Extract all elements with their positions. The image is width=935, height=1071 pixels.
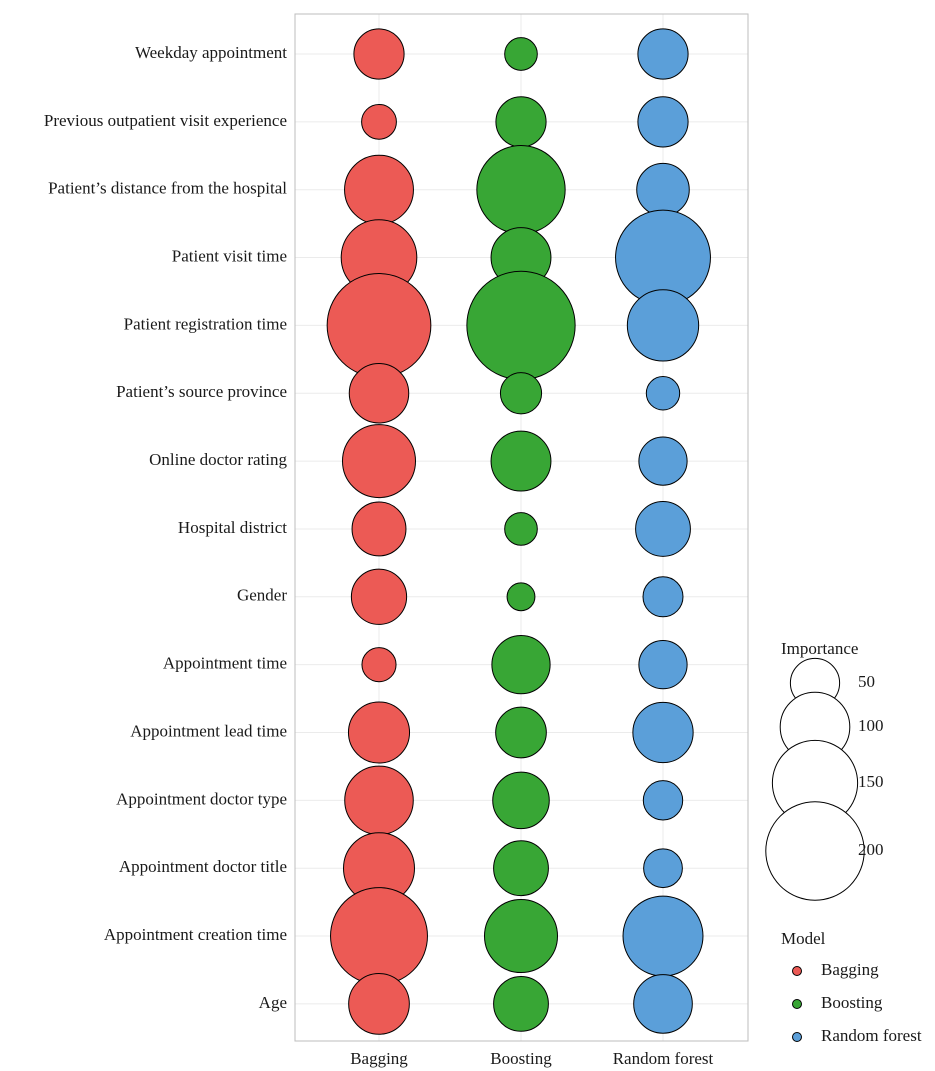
color-legend-title: Model — [781, 929, 826, 948]
size-legend-label-150: 150 — [858, 772, 884, 791]
bubble-random-forest-appointment-time — [638, 640, 688, 690]
bubble-bagging-appointment-time — [361, 647, 397, 683]
x-label-bagging: Bagging — [350, 1049, 408, 1068]
bubble-bagging-patient-registration-time — [326, 273, 432, 378]
bubble-random-forest-patient-s-source-province — [645, 376, 681, 411]
bubble-boosting-previous-outpatient-visit-experience — [495, 96, 547, 148]
bubble-random-forest-previous-outpatient-visit-experience — [637, 96, 689, 148]
legend: Importance 50 100 150 200 Model Bagging Boos… — [765, 639, 922, 1045]
color-legend-key-boosting — [792, 999, 802, 1009]
bubble-bagging-age — [348, 973, 410, 1035]
bubble-random-forest-hospital-district — [635, 501, 691, 557]
bubble-random-forest-patient-s-distance-from-the-hospital — [636, 162, 690, 217]
bubble-bagging-hospital-district — [351, 501, 407, 557]
bubble-random-forest-appointment-doctor-title — [643, 848, 683, 889]
bubble-boosting-appointment-lead-time — [495, 706, 547, 759]
bubble-bagging-gender — [350, 568, 408, 625]
color-legend-label-bagging: Bagging — [821, 960, 879, 979]
bubble-bagging-patient-s-distance-from-the-hospital — [344, 154, 414, 225]
y-label-appointment-creation-time: Appointment creation time — [104, 925, 287, 944]
color-legend-key-random-forest — [792, 1032, 802, 1042]
size-legend-title: Importance — [781, 639, 858, 658]
bubble-bagging-weekday-appointment — [353, 28, 405, 80]
y-label-appointment-lead-time: Appointment lead time — [130, 721, 287, 740]
y-label-previous-outpatient-visit-experience: Previous outpatient visit experience — [44, 111, 287, 130]
x-label-random-forest: Random forest — [613, 1049, 714, 1068]
bubble-random-forest-appointment-lead-time — [632, 701, 694, 764]
y-label-patient-registration-time: Patient registration time — [124, 314, 287, 333]
y-label-age: Age — [259, 993, 287, 1012]
bubble-boosting-appointment-time — [491, 635, 551, 695]
y-label-online-doctor-rating: Online doctor rating — [149, 450, 287, 469]
bubble-bagging-online-doctor-rating — [342, 424, 416, 499]
bubble-boosting-weekday-appointment — [504, 37, 538, 71]
size-legend-label-50: 50 — [858, 672, 875, 691]
size-legend-label-200: 200 — [858, 840, 884, 859]
bubble-boosting-appointment-doctor-type — [492, 771, 550, 830]
bubble-boosting-patient-registration-time — [466, 270, 576, 381]
y-label-gender: Gender — [237, 586, 287, 605]
y-label-appointment-time: Appointment time — [163, 654, 287, 673]
bubble-boosting-hospital-district — [504, 512, 538, 546]
bubble-boosting-online-doctor-rating — [490, 430, 552, 492]
bubble-random-forest-gender — [642, 576, 684, 618]
bubbles — [326, 28, 711, 1035]
bubble-random-forest-age — [633, 974, 693, 1034]
color-legend-label-random-forest: Random forest — [821, 1026, 922, 1045]
y-label-patient-s-distance-from-the-hospital: Patient’s distance from the hospital — [48, 179, 287, 198]
y-axis-labels: Weekday appointment Previous outpatient v… — [44, 43, 288, 1012]
y-label-patient-visit-time: Patient visit time — [172, 246, 287, 265]
bubble-random-forest-online-doctor-rating — [638, 436, 688, 486]
color-legend-key-bagging — [792, 966, 802, 976]
bubble-bagging-appointment-creation-time — [330, 887, 428, 986]
bubble-random-forest-patient-registration-time — [626, 289, 700, 362]
y-label-weekday-appointment: Weekday appointment — [135, 43, 287, 62]
x-label-boosting: Boosting — [490, 1049, 552, 1068]
y-label-patient-s-source-province: Patient’s source province — [116, 382, 287, 401]
bubble-random-forest-weekday-appointment — [637, 28, 689, 80]
size-legend-circle-200 — [765, 801, 865, 901]
bubble-bagging-previous-outpatient-visit-experience — [361, 103, 397, 140]
x-axis-labels: Bagging Boosting Random forest — [350, 1049, 713, 1068]
color-legend: Bagging Boosting Random forest — [792, 960, 922, 1045]
bubble-boosting-gender — [506, 582, 536, 612]
bubble-bagging-appointment-doctor-type — [344, 765, 414, 836]
y-label-hospital-district: Hospital district — [178, 518, 287, 537]
bubble-bagging-patient-s-source-province — [348, 363, 410, 424]
size-legend-label-100: 100 — [858, 716, 884, 735]
y-label-appointment-doctor-type: Appointment doctor type — [116, 789, 287, 808]
bubble-boosting-patient-s-distance-from-the-hospital — [476, 145, 566, 235]
y-label-appointment-doctor-title: Appointment doctor title — [119, 857, 287, 876]
bubble-bagging-appointment-lead-time — [347, 701, 411, 764]
bubble-boosting-age — [493, 976, 549, 1032]
bubble-boosting-appointment-doctor-title — [493, 840, 549, 897]
bubble-boosting-patient-s-source-province — [499, 372, 543, 415]
bubble-random-forest-appointment-creation-time — [622, 895, 704, 977]
bubble-random-forest-appointment-doctor-type — [642, 780, 684, 821]
color-legend-label-boosting: Boosting — [821, 993, 883, 1012]
size-legend: 50 100 150 200 — [765, 657, 884, 901]
plot-panel-border — [294, 13, 749, 1042]
bubble-boosting-appointment-creation-time — [484, 899, 558, 974]
